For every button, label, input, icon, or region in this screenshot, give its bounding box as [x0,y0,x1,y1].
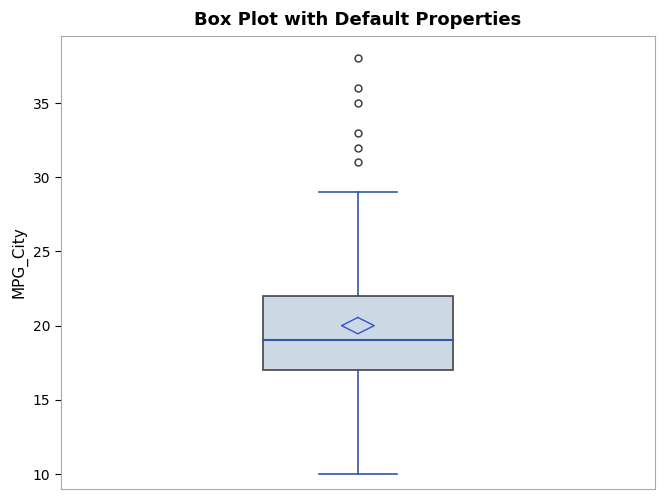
Y-axis label: MPG_City: MPG_City [11,226,27,298]
Bar [263,296,453,370]
Title: Box Plot with Default Properties: Box Plot with Default Properties [194,11,521,29]
